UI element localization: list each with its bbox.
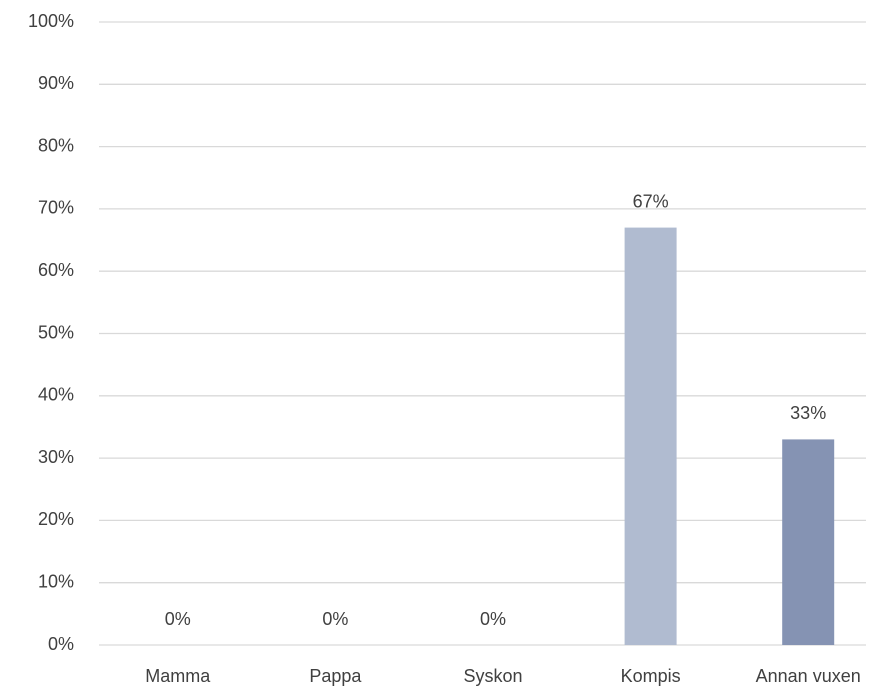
x-tick-label: Mamma [145,666,211,686]
bar [624,227,677,645]
x-tick-label: Annan vuxen [756,666,861,686]
y-tick-label: 40% [38,385,74,405]
y-tick-label: 30% [38,447,74,467]
value-label: 33% [790,403,826,423]
x-tick-label: Syskon [463,666,522,686]
bar [782,439,835,645]
y-tick-label: 20% [38,509,74,529]
y-tick-label: 80% [38,135,74,155]
value-label: 0% [480,609,506,629]
y-tick-label: 0% [48,634,74,654]
y-tick-label: 50% [38,322,74,342]
y-tick-label: 90% [38,73,74,93]
y-tick-label: 70% [38,198,74,218]
x-tick-label: Pappa [309,666,362,686]
y-tick-label: 10% [38,571,74,591]
x-tick-label: Kompis [621,666,681,686]
y-tick-label: 60% [38,260,74,280]
value-label: 67% [633,191,669,211]
value-label: 0% [322,609,348,629]
y-tick-label: 100% [28,11,74,31]
value-label: 0% [165,609,191,629]
